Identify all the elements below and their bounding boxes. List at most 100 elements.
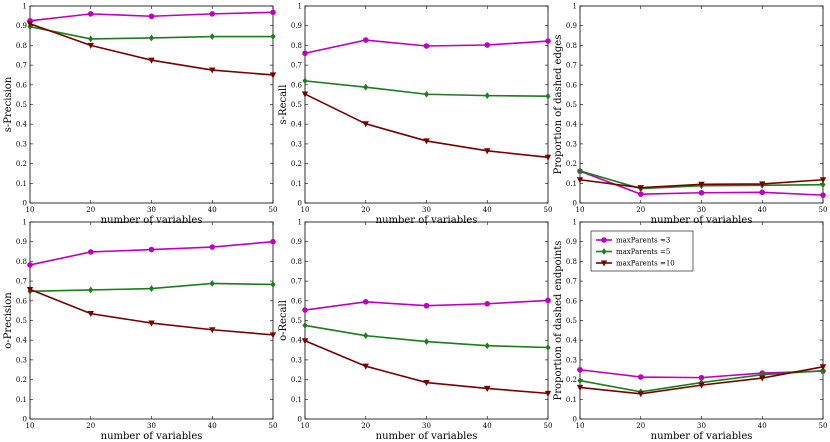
y-tick-label: 0.4 — [566, 121, 578, 129]
data-point — [698, 374, 705, 381]
x-tick-label: 10 — [301, 206, 310, 214]
y-tick-label: 0 — [573, 416, 577, 424]
data-point — [87, 11, 94, 17]
y-tick-label: 0.7 — [16, 62, 27, 70]
data-point — [26, 21, 34, 28]
y-tick-label: 0.3 — [566, 356, 577, 364]
y-axis-label: o-Precision — [3, 292, 14, 349]
data-point — [576, 384, 584, 391]
series-line-1 — [29, 240, 274, 266]
data-point — [577, 366, 583, 373]
y-tick-label: 0 — [23, 200, 27, 208]
data-point — [209, 244, 216, 250]
data-point — [484, 385, 491, 392]
y-tick-label: 0.4 — [291, 337, 303, 345]
legend-label: maxParents =3 — [616, 237, 670, 245]
data-point — [270, 9, 276, 16]
y-tick-label: 0.4 — [566, 337, 578, 345]
x-tick-label: 10 — [26, 206, 35, 214]
data-point — [544, 390, 552, 397]
y-axis-label: Proportion of dashed edges — [553, 35, 564, 175]
x-tick-label: 40 — [208, 206, 217, 214]
series-line-3 — [29, 22, 274, 76]
x-axis-label: number of variables — [376, 431, 478, 442]
legend-label: maxParents =5 — [616, 248, 670, 256]
data-point — [362, 121, 369, 128]
y-tick-label: 1 — [23, 219, 27, 227]
data-point — [759, 189, 766, 196]
data-point — [759, 181, 766, 188]
plot-frame — [304, 221, 549, 420]
data-point — [269, 332, 277, 339]
x-tick-label: 30 — [147, 206, 156, 214]
x-tick-label: 40 — [483, 422, 492, 430]
data-point — [423, 43, 430, 49]
y-tick-label: 0.2 — [566, 160, 577, 168]
data-point — [302, 50, 308, 57]
data-point — [87, 249, 94, 255]
data-point — [423, 379, 430, 387]
x-tick-label: 50 — [819, 206, 828, 214]
x-tick-label: 50 — [819, 422, 828, 430]
legend-marker — [601, 248, 607, 255]
data-point — [209, 67, 216, 74]
x-tick-label: 30 — [422, 206, 431, 214]
y-tick-label: 0.2 — [16, 160, 27, 168]
x-axis-label: number of variables — [101, 215, 203, 226]
data-point — [698, 189, 705, 196]
data-point — [87, 42, 94, 49]
y-tick-label: 0.8 — [291, 42, 302, 50]
y-tick-label: 1 — [573, 3, 577, 11]
x-tick-label: 40 — [758, 206, 767, 214]
data-point — [209, 33, 215, 40]
data-point — [209, 327, 216, 334]
y-tick-label: 0.8 — [16, 42, 27, 50]
y-tick-label: 0.8 — [566, 42, 577, 50]
y-axis-label: s-Precision — [3, 76, 14, 132]
data-point — [637, 185, 644, 192]
y-tick-label: 0.4 — [291, 121, 303, 129]
x-axis-label: number of variables — [101, 431, 203, 442]
y-tick-label: 1 — [23, 3, 27, 11]
y-tick-label: 0.5 — [566, 101, 577, 109]
legend-label: maxParents =10 — [616, 260, 675, 268]
data-point — [362, 298, 369, 305]
data-point — [270, 281, 276, 288]
data-point — [545, 344, 551, 351]
data-point — [362, 37, 369, 43]
series-line-3 — [304, 93, 549, 159]
data-point — [302, 307, 308, 313]
data-point — [577, 377, 583, 384]
series-line-3 — [29, 288, 274, 336]
y-tick-label: 0.6 — [291, 81, 303, 89]
data-point — [698, 181, 705, 188]
legend: maxParents =3 maxParents =5 maxParents =10 — [590, 230, 694, 272]
y-tick-label: 0.6 — [16, 81, 28, 89]
chart-panel-5: 0 0.1 0.2 0.3 0.4 0.5 0.6 0.7 0.8 0.9 1 10 20 30 40 50 n… — [278, 219, 552, 442]
data-point — [302, 77, 308, 85]
x-tick-label: 30 — [697, 422, 706, 430]
y-tick-label: 0.5 — [16, 101, 27, 109]
data-point — [637, 391, 644, 398]
data-point — [484, 300, 491, 307]
y-tick-label: 0.5 — [291, 317, 302, 325]
y-tick-label: 1 — [573, 219, 577, 227]
data-point — [484, 42, 491, 48]
chart-panel-4: 0 0.1 0.2 0.3 0.4 0.5 0.6 0.7 0.8 0.9 1 10 20 30 40 50 n… — [3, 219, 277, 442]
x-tick-label: 30 — [697, 206, 706, 214]
data-point — [637, 374, 644, 380]
y-tick-label: 0 — [573, 200, 577, 208]
y-tick-label: 0.9 — [16, 22, 27, 30]
x-tick-label: 50 — [544, 206, 553, 214]
data-point — [484, 342, 490, 350]
data-point — [577, 167, 583, 175]
x-tick-label: 30 — [422, 422, 431, 430]
x-tick-label: 10 — [576, 422, 585, 430]
data-point — [423, 338, 430, 345]
y-tick-label: 0.1 — [16, 180, 27, 188]
data-point — [26, 286, 34, 293]
y-tick-label: 0.7 — [566, 62, 577, 70]
y-tick-label: 0.7 — [16, 278, 27, 286]
data-point — [301, 338, 309, 345]
y-tick-label: 0.4 — [16, 121, 28, 129]
